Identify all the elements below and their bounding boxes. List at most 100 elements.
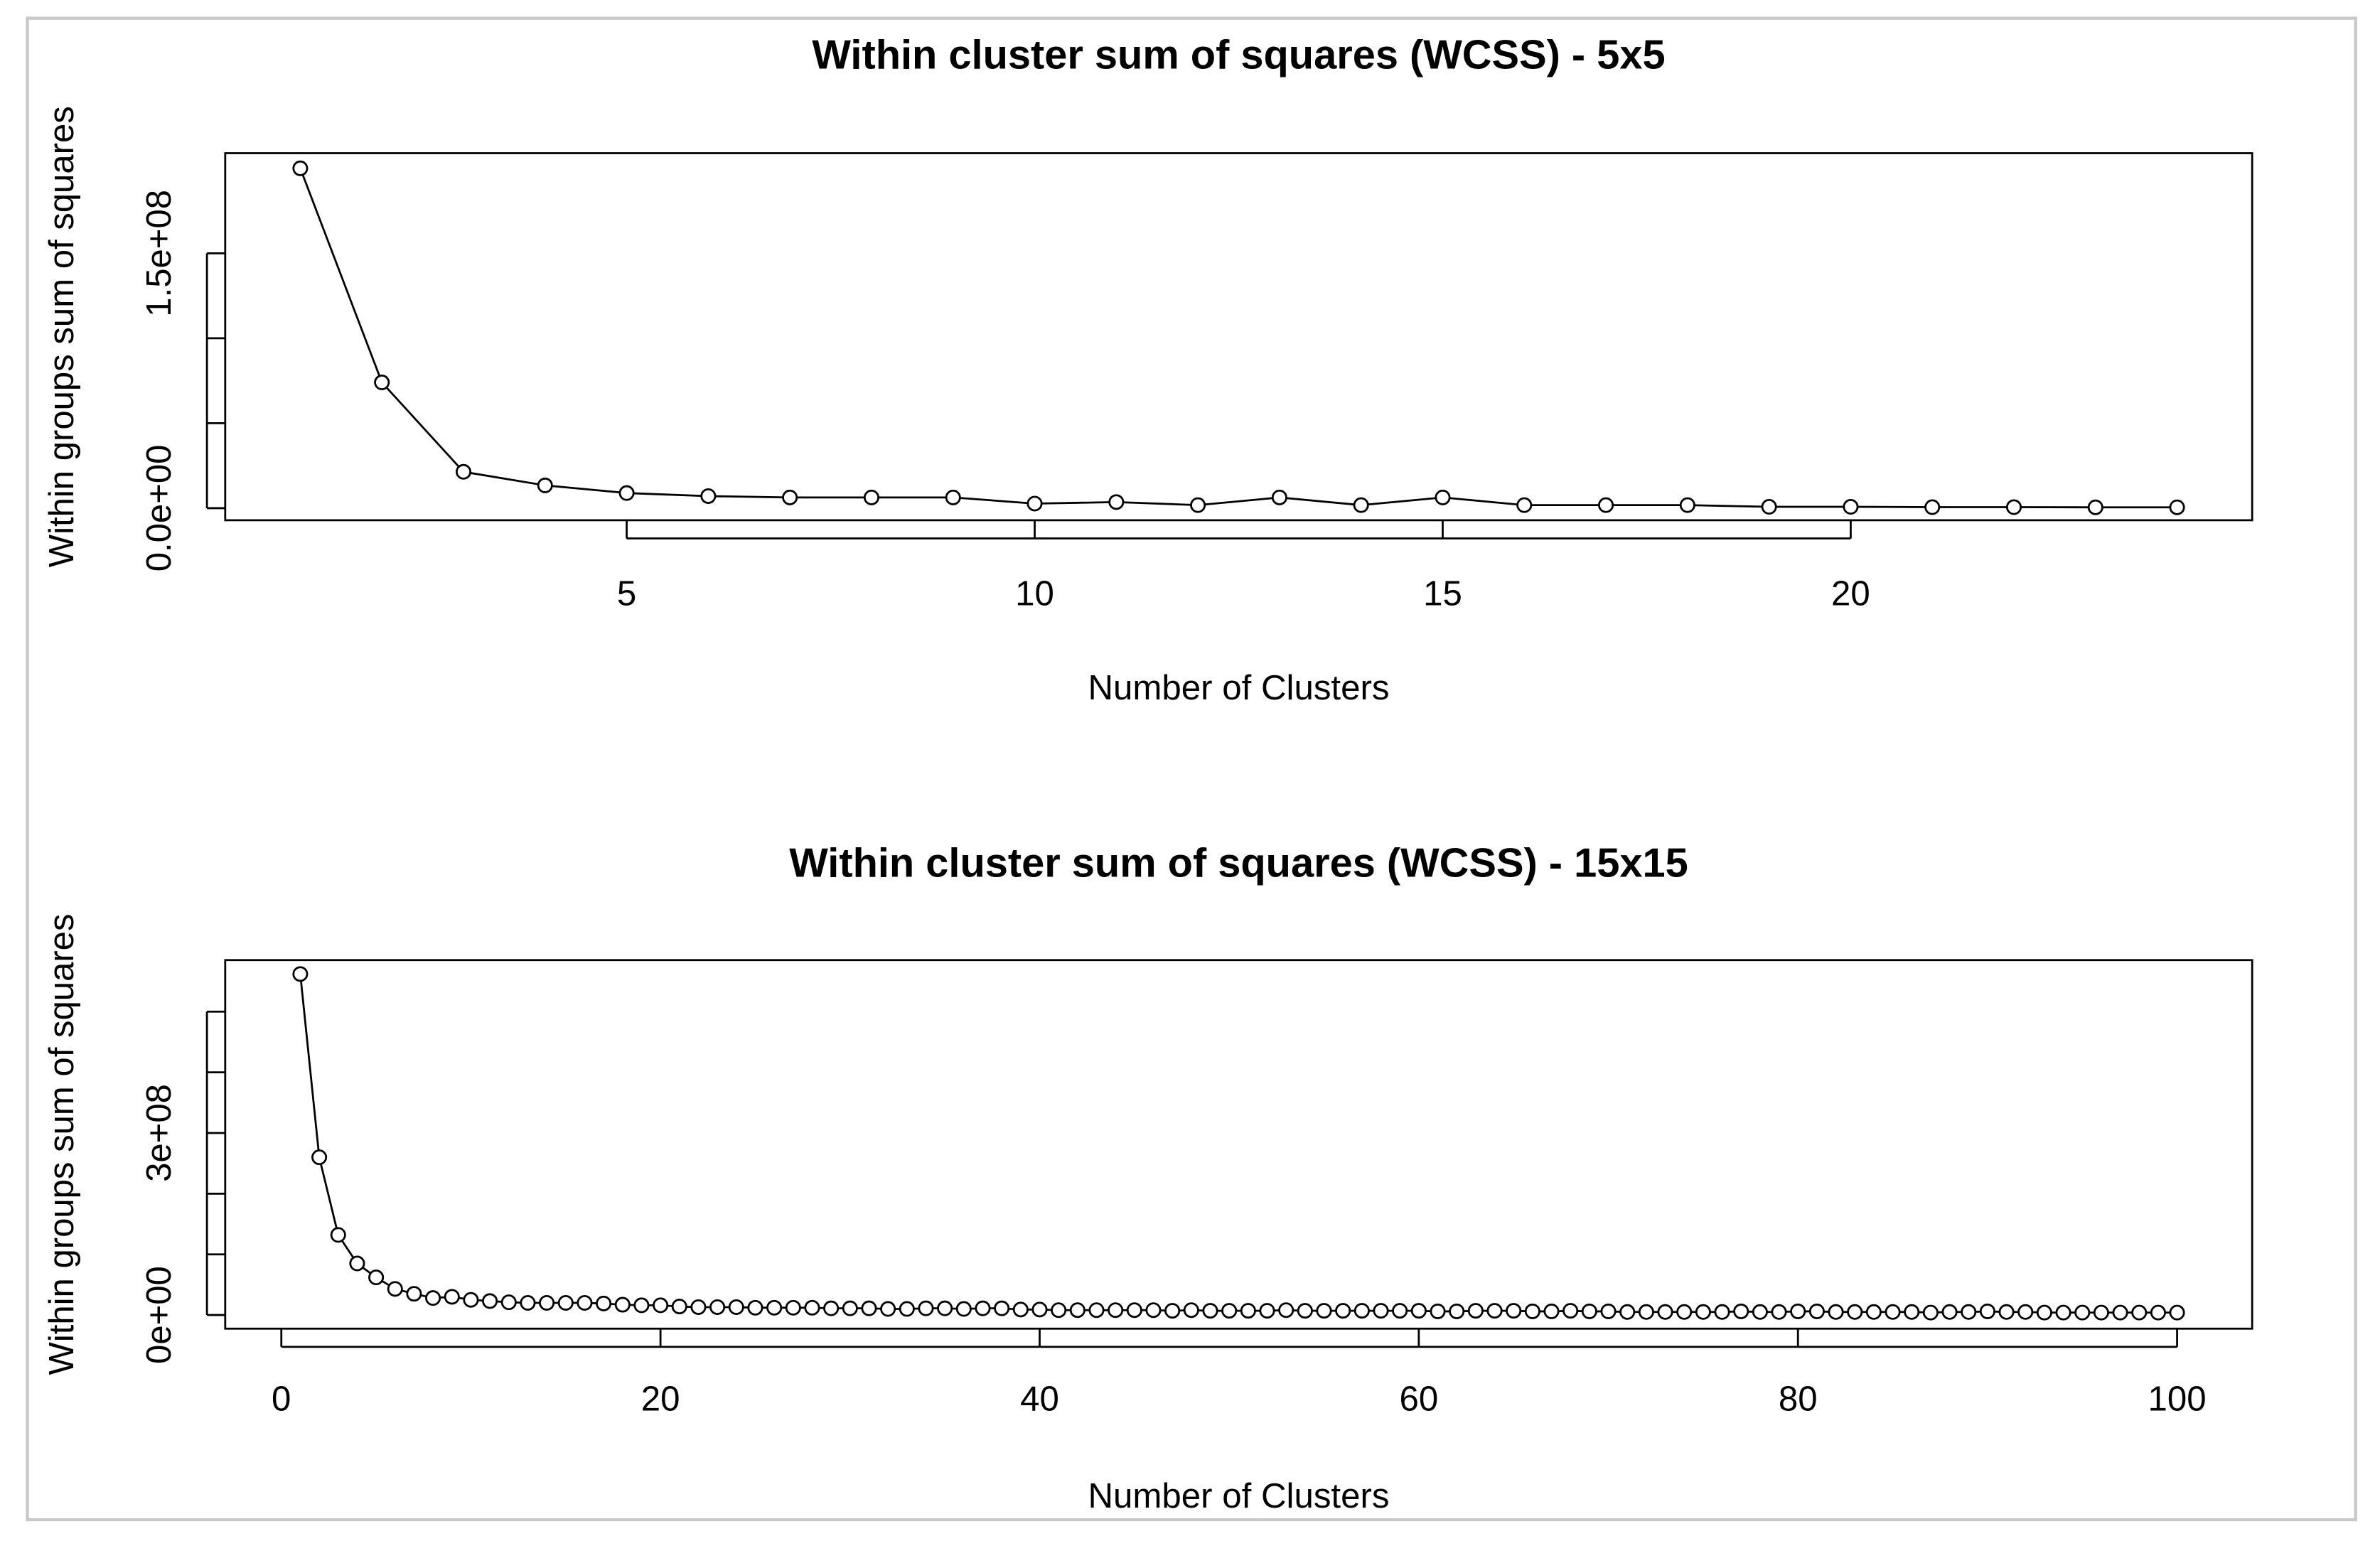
data-point <box>671 1299 687 1315</box>
y-tick-label: 1.5e+08 <box>140 190 178 317</box>
data-point <box>1069 1302 1086 1319</box>
data-point <box>537 477 553 493</box>
data-point <box>955 1301 972 1317</box>
data-point <box>1297 1303 1313 1319</box>
data-point <box>1335 1303 1351 1319</box>
data-point <box>2017 1304 2034 1320</box>
data-point <box>1516 497 1533 513</box>
data-point <box>899 1301 915 1317</box>
y-axis-label: Within groups sum of squares <box>43 106 81 567</box>
data-point <box>1108 494 1125 510</box>
y-axis-label: Within groups sum of squares <box>43 913 81 1375</box>
data-point <box>937 1300 953 1316</box>
data-point <box>1353 497 1369 513</box>
data-point <box>463 1292 479 1308</box>
data-point <box>1164 1303 1181 1319</box>
data-point <box>709 1299 726 1315</box>
data-point <box>785 1299 801 1316</box>
data-point <box>1562 1303 1579 1319</box>
data-point <box>596 1295 612 1311</box>
data-point <box>1676 1304 1693 1320</box>
x-tick-label: 40 <box>1020 1380 1059 1419</box>
data-point <box>1278 1302 1294 1319</box>
data-point <box>455 463 472 480</box>
data-point <box>292 966 309 982</box>
data-point <box>728 1299 744 1315</box>
data-point <box>1051 1302 1067 1319</box>
data-point <box>2150 1304 2166 1321</box>
data-point <box>2036 1304 2052 1321</box>
data-point <box>690 1299 707 1315</box>
data-point <box>2169 499 2185 515</box>
data-point <box>482 1293 498 1309</box>
data-point <box>1240 1303 1256 1319</box>
data-point <box>1790 1303 1806 1319</box>
data-point <box>1373 1303 1389 1319</box>
data-point <box>1979 1303 1995 1319</box>
data-point <box>1543 1303 1560 1319</box>
data-point <box>1598 497 1614 513</box>
data-point <box>823 1300 840 1316</box>
data-point <box>1865 1304 1882 1320</box>
x-tick-label: 15 <box>1423 575 1462 613</box>
data-point <box>766 1299 783 1316</box>
data-point <box>330 1227 346 1243</box>
data-point <box>2087 499 2103 515</box>
data-point <box>292 160 309 176</box>
data-point <box>1733 1303 1749 1319</box>
data-point <box>1183 1302 1199 1319</box>
data-line <box>299 974 2177 1314</box>
data-point <box>804 1299 820 1316</box>
data-point <box>557 1294 574 1311</box>
x-tick-label: 60 <box>1399 1380 1438 1419</box>
data-point <box>1941 1304 1958 1320</box>
data-point <box>1259 1303 1275 1319</box>
data-point <box>2093 1304 2109 1321</box>
data-point <box>2005 499 2022 515</box>
x-axis-label: Number of Clusters <box>1088 1477 1390 1515</box>
chart-title: Within cluster sum of squares (WCSS) - 1… <box>789 841 1688 886</box>
x-axis-label: Number of Clusters <box>1088 669 1390 707</box>
data-point <box>1524 1303 1540 1319</box>
data-point <box>1012 1301 1029 1318</box>
data-point <box>311 1149 328 1166</box>
x-tick-label: 20 <box>1831 575 1870 613</box>
data-point <box>1771 1304 1787 1320</box>
data-point <box>747 1299 763 1316</box>
data-point <box>1828 1304 1844 1320</box>
data-point <box>1435 489 1451 505</box>
data-point <box>1695 1304 1711 1320</box>
data-point <box>577 1294 593 1311</box>
data-point <box>500 1294 517 1311</box>
frame <box>26 16 2357 1522</box>
data-point <box>1145 1302 1162 1319</box>
data-point <box>1619 1304 1636 1320</box>
data-point <box>1581 1303 1597 1319</box>
data-point <box>1998 1304 2015 1320</box>
data-point <box>1316 1303 1332 1319</box>
data-point <box>1031 1301 1048 1318</box>
data-point <box>1752 1304 1768 1320</box>
plot-box <box>224 152 2253 522</box>
data-point <box>863 489 879 505</box>
data-point <box>368 1269 385 1286</box>
data-point <box>1271 489 1287 505</box>
data-point <box>2169 1304 2185 1321</box>
x-tick-label: 10 <box>1015 575 1054 613</box>
x-tick-label: 20 <box>641 1380 680 1419</box>
data-point <box>2055 1304 2071 1321</box>
data-point <box>633 1297 650 1314</box>
data-point <box>618 485 635 501</box>
data-point <box>1202 1303 1218 1319</box>
data-point <box>861 1300 877 1316</box>
plot-box <box>224 959 2253 1330</box>
data-point <box>1467 1303 1484 1319</box>
data-point <box>994 1300 1010 1316</box>
data-point <box>387 1281 403 1297</box>
data-point <box>425 1290 441 1306</box>
y-tick-label: 0e+00 <box>140 1266 178 1364</box>
data-point <box>945 489 961 505</box>
data-point <box>1808 1303 1825 1319</box>
